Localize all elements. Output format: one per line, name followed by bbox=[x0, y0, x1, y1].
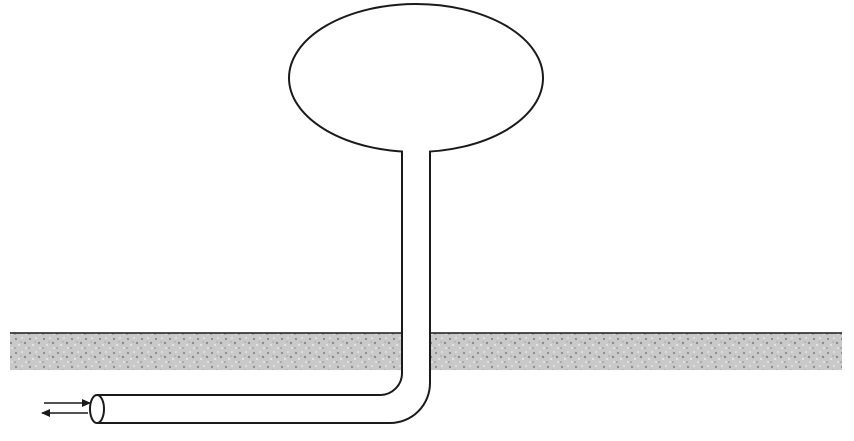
balloon-outline bbox=[288, 3, 544, 153]
balloon-neck-gap bbox=[403, 140, 429, 154]
balloon bbox=[288, 3, 544, 154]
tube-opening bbox=[89, 394, 105, 424]
flow-arrows bbox=[41, 399, 91, 417]
tube-body bbox=[97, 150, 430, 423]
tube bbox=[89, 150, 431, 424]
vertical-tube-right-wall bbox=[97, 152, 431, 424]
vertical-tube-left-wall bbox=[97, 152, 403, 396]
